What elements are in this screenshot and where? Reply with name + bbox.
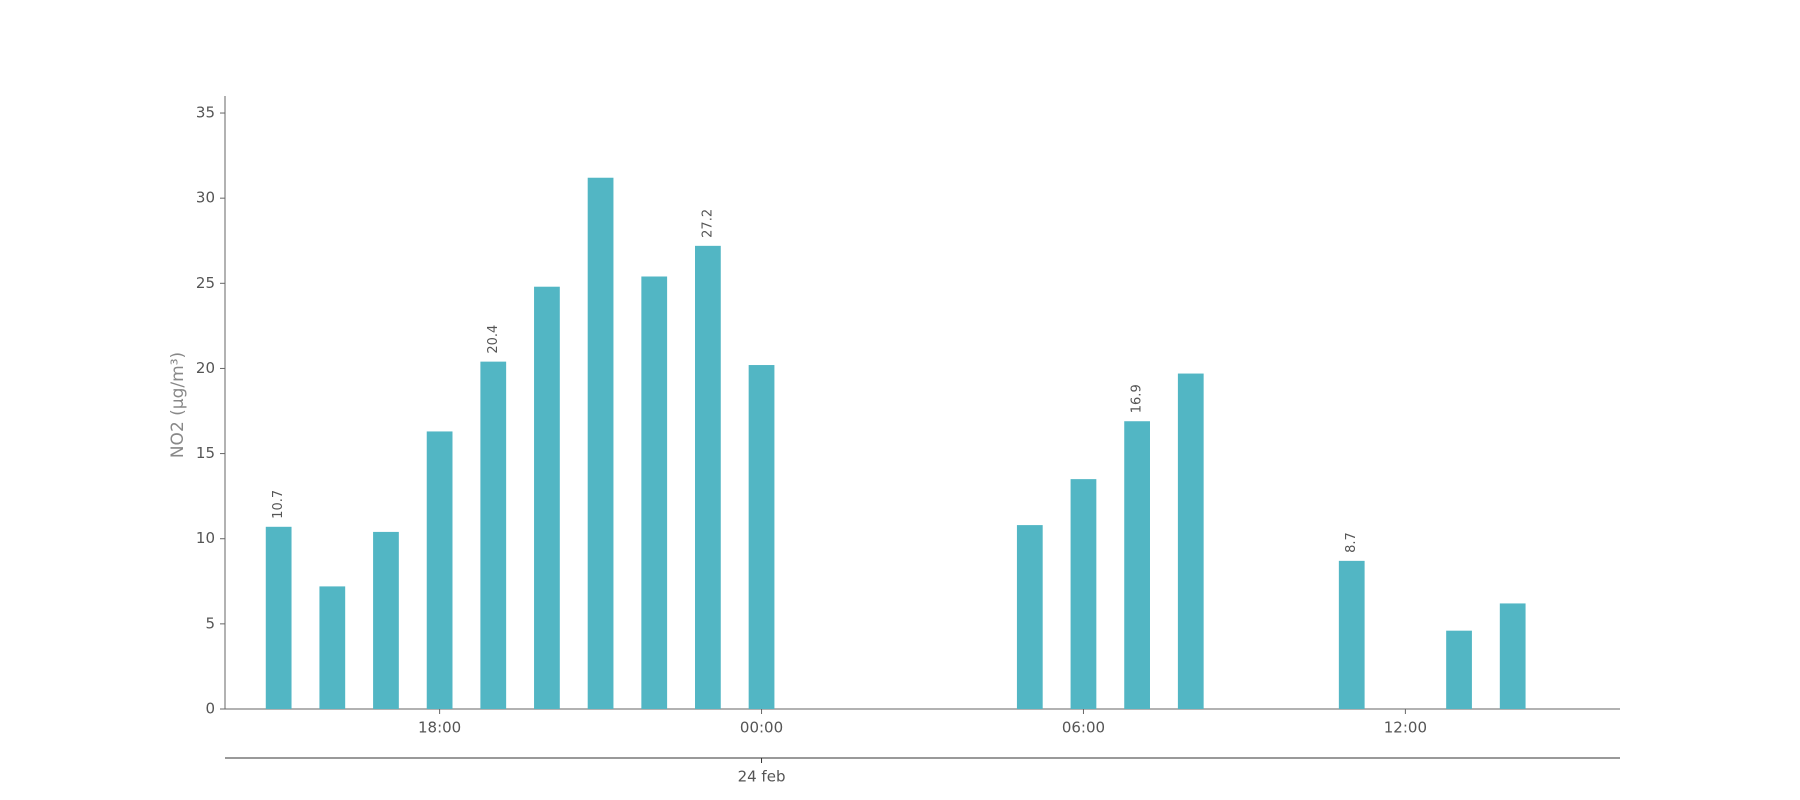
x-tick-label: 06:00 xyxy=(1062,719,1105,737)
value-label: 16.9 xyxy=(1130,384,1145,413)
bar xyxy=(265,526,292,709)
bar xyxy=(373,531,399,709)
value-label: 8.7 xyxy=(1344,532,1359,553)
value-label: 27.2 xyxy=(700,209,715,238)
y-tick-label: 10 xyxy=(196,529,215,547)
y-tick-label: 35 xyxy=(196,104,215,122)
bar xyxy=(426,431,453,709)
bar xyxy=(1124,421,1150,709)
bar xyxy=(480,361,507,709)
y-tick-label: 0 xyxy=(205,700,215,718)
bar xyxy=(534,286,560,709)
bar xyxy=(319,586,346,709)
bar xyxy=(1446,630,1472,709)
y-axis-label: NO2 (μg/m³) xyxy=(168,352,188,458)
x-tick-label: 18:00 xyxy=(418,719,461,737)
bar xyxy=(641,276,668,709)
x-tick-label-secondary: 24 feb xyxy=(738,768,786,786)
y-tick-label: 15 xyxy=(196,444,215,462)
bar xyxy=(1177,373,1204,709)
bar xyxy=(587,177,614,709)
y-tick-label: 25 xyxy=(196,274,215,292)
value-label: 20.4 xyxy=(486,325,501,354)
x-tick-label: 12:00 xyxy=(1384,719,1427,737)
value-label: 10.7 xyxy=(271,490,286,519)
bar xyxy=(695,245,721,709)
y-tick-label: 20 xyxy=(196,359,215,377)
y-tick-label: 5 xyxy=(205,614,215,632)
bar xyxy=(1070,479,1097,709)
x-tick-label: 00:00 xyxy=(740,719,783,737)
bar xyxy=(748,365,775,709)
bar xyxy=(1016,525,1043,709)
y-tick-label: 30 xyxy=(196,189,215,207)
bar xyxy=(1338,560,1365,709)
bar xyxy=(1499,603,1526,709)
